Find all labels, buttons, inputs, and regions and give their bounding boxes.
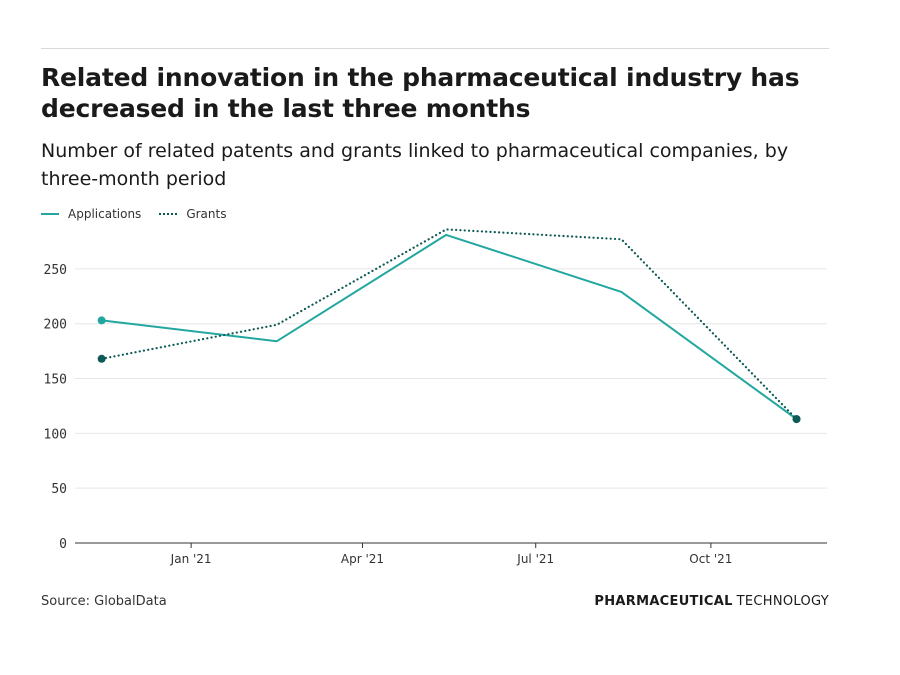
brand-logo: PHARMACEUTICAL TECHNOLOGY [594,594,829,609]
x-tick-label: Jul '21 [516,552,554,566]
chart-title: Related innovation in the pharmaceutical… [41,63,800,123]
y-tick-label: 100 [44,427,67,442]
legend-label-grants: Grants [186,207,227,221]
brand-name-light: TECHNOLOGY [736,594,829,609]
y-tick-label: 150 [44,373,67,388]
top-rule [41,48,829,49]
legend: Applications Grants [41,205,244,223]
legend-item-grants: Grants [159,207,226,221]
y-tick-label: 0 [59,537,67,552]
series-line-applications [100,233,798,421]
x-tick-label: Oct '21 [689,552,732,566]
data-point-grants [97,354,106,363]
legend-label-applications: Applications [68,207,142,221]
brand-name-strong: PHARMACEUTICAL [594,594,733,609]
x-tick-label: Apr '21 [341,552,384,566]
y-tick-label: 250 [44,263,67,278]
data-point-grants [792,415,801,424]
axis-layer [75,542,827,548]
grid-layer [75,268,827,489]
data-point-applications [97,316,106,325]
y-tick-label: 200 [44,318,67,333]
chart-subtitle: Number of related patents and grants lin… [41,140,789,190]
label-layer: 0 50 100 150 200 250 Jan '21 Apr '21 Jul '21 Oct … [44,263,733,566]
series-line-grants [100,228,798,421]
series-layer [97,228,801,424]
legend-swatch-applications [41,213,59,215]
legend-item-applications: Applications [41,207,141,221]
legend-swatch-grants [159,213,178,215]
y-tick-label: 50 [51,482,67,497]
source-note: Source: GlobalData [41,594,167,609]
x-tick-label: Jan '21 [170,552,212,566]
